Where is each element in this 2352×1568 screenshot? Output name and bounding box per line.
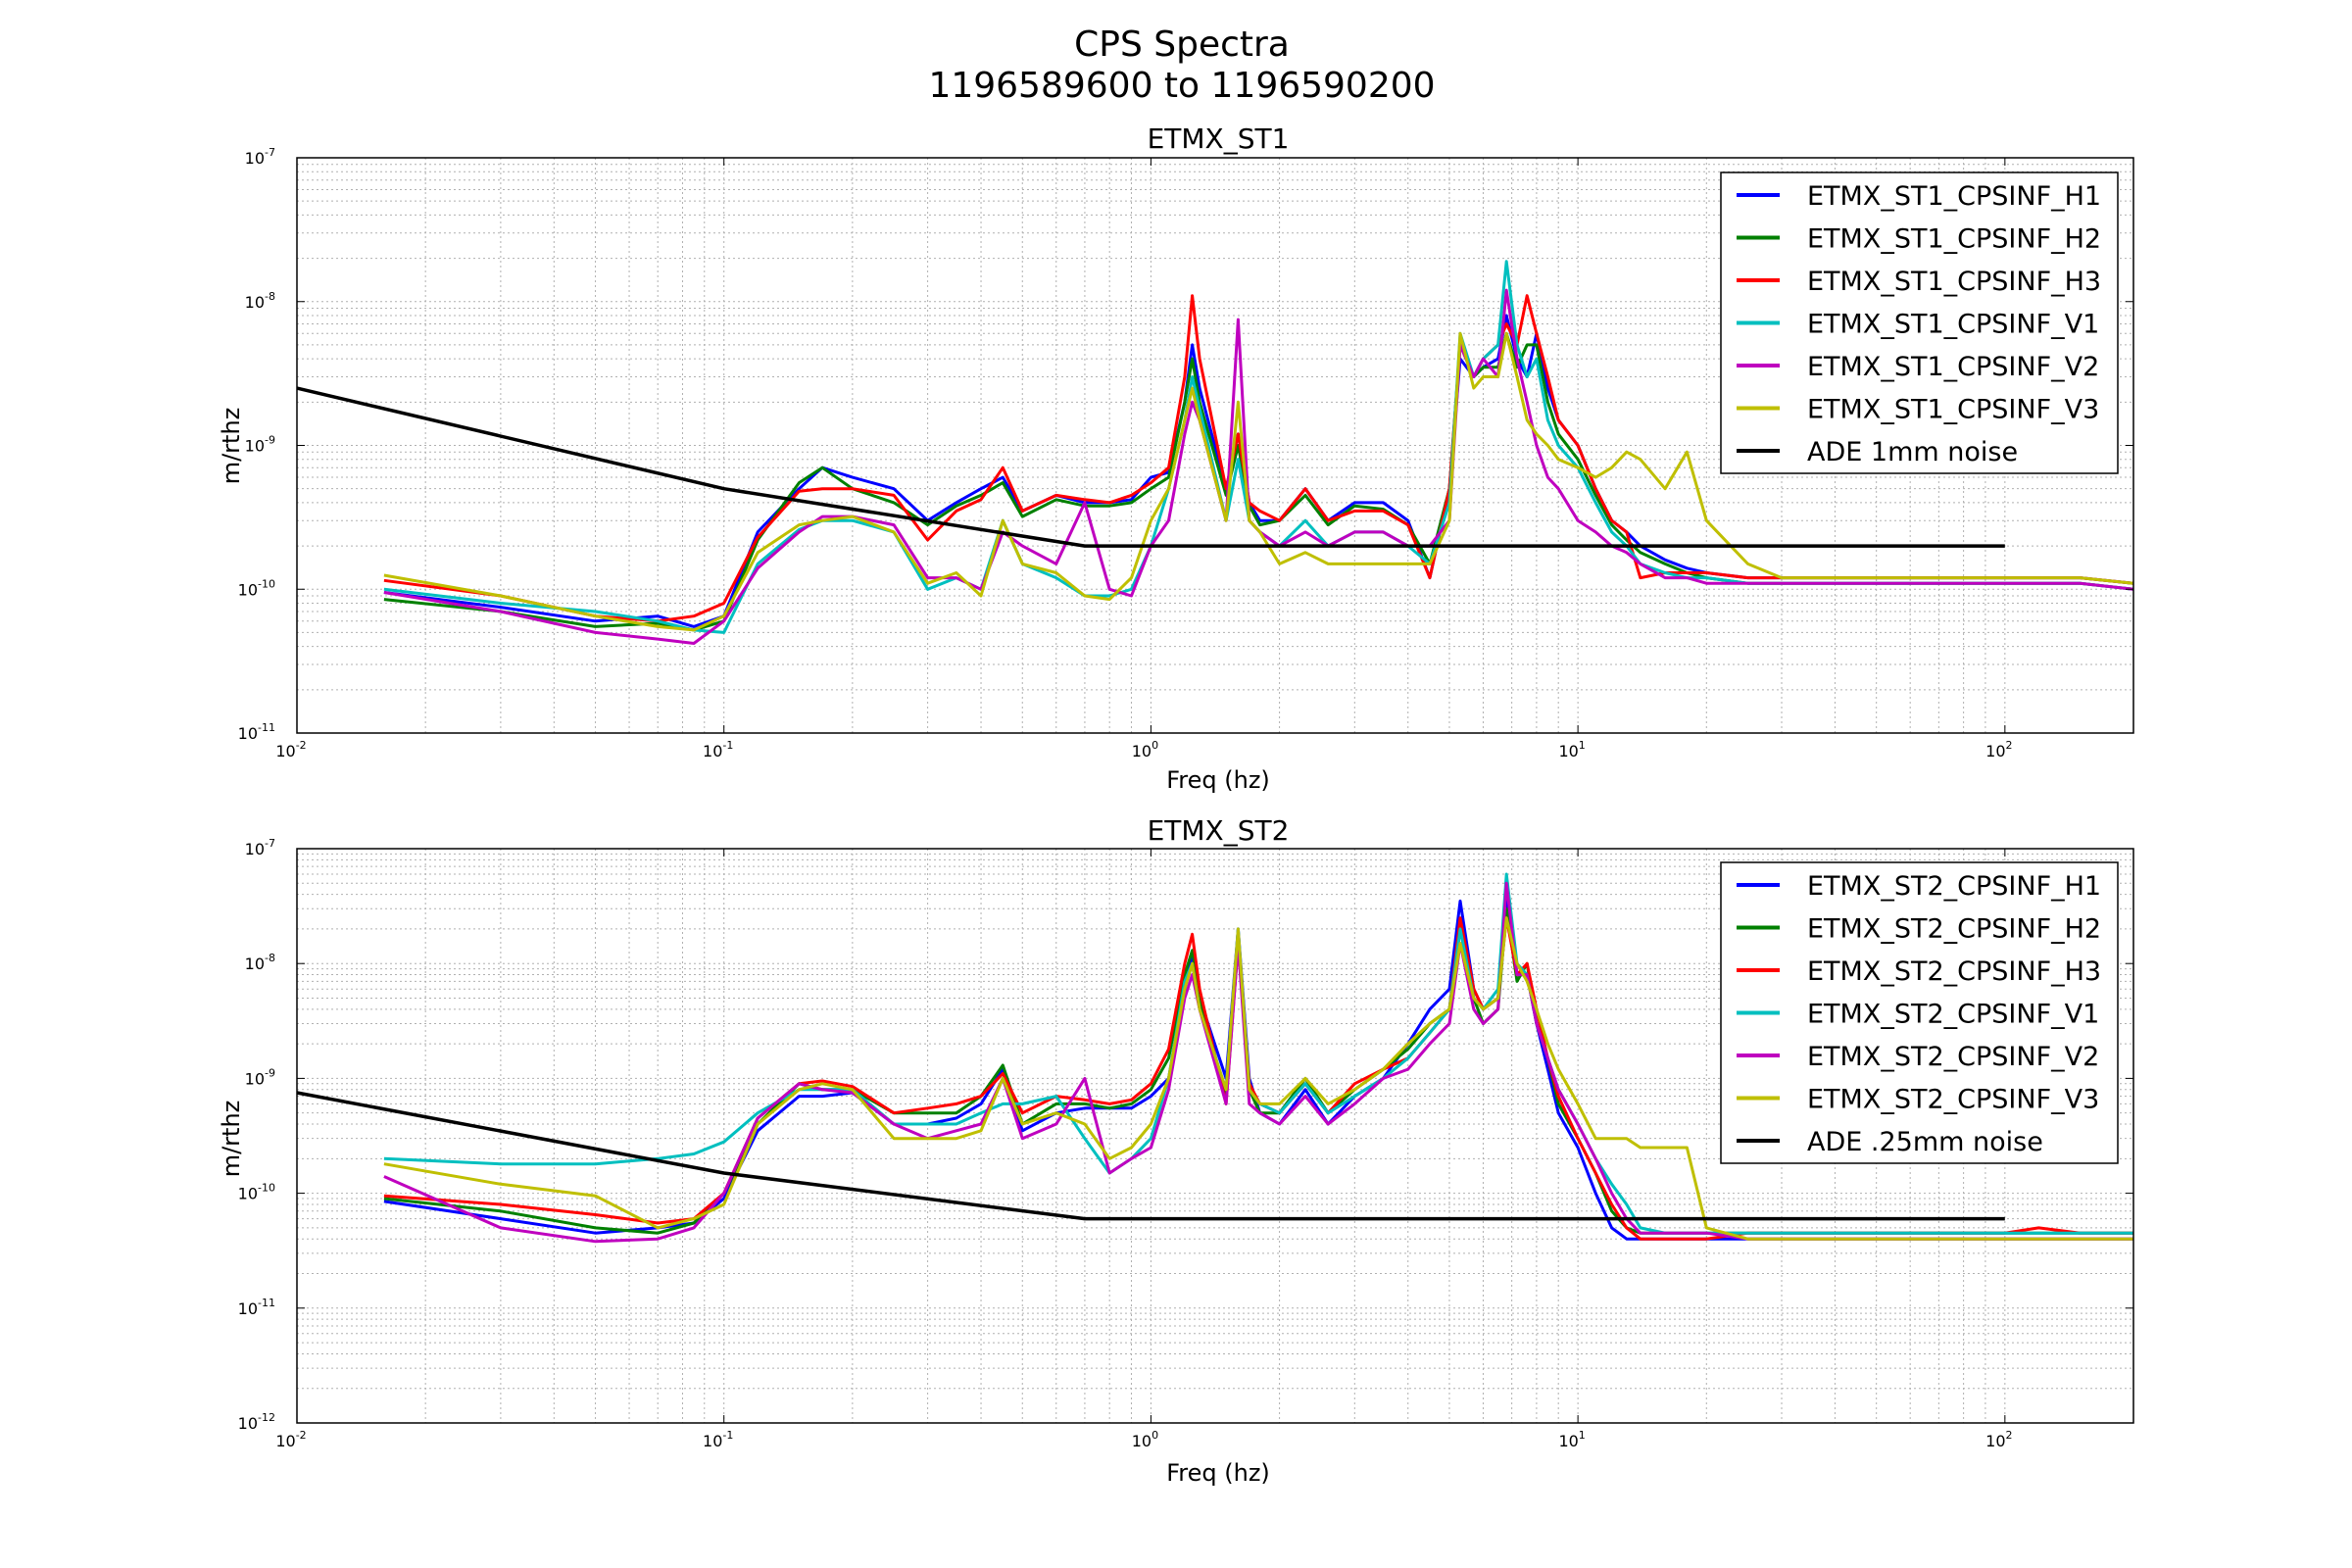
chart-panel-st2: ETMX_ST2 Freq (hz) m/rthz 10-2 10-1 100 101…	[218, 814, 2134, 1487]
legend-label: ETMX_ST2_CPSINF_V3	[1807, 1085, 2099, 1115]
series-line-etmx-st2-cpsinf-h3	[383, 916, 2133, 1241]
legend-label: ETMX_ST2_CPSINF_H2	[1807, 914, 2101, 945]
legend: ETMX_ST2_CPSINF_H1 ETMX_ST2_CPSINF_H2 ETMX…	[1720, 861, 2119, 1164]
legend-label: ETMX_ST1_CPSINF_V1	[1807, 310, 2099, 340]
legend-label: ETMX_ST2_CPSINF_V1	[1807, 1000, 2099, 1030]
x-axis-label: Freq (hz)	[1166, 1459, 1270, 1487]
x-axis-label: Freq (hz)	[1166, 766, 1270, 794]
axes-frame	[296, 848, 2134, 1424]
chart-title: ETMX_ST2	[1148, 814, 1290, 847]
legend-label: ETMX_ST2_CPSINF_H1	[1807, 871, 2101, 902]
chart-title: ETMX_ST1	[1148, 122, 1290, 155]
series-group	[296, 260, 2134, 645]
legend: ETMX_ST1_CPSINF_H1 ETMX_ST1_CPSINF_H2 ETMX…	[1720, 172, 2119, 474]
legend-box	[1720, 861, 2119, 1164]
legend-label: ETMX_ST2_CPSINF_V2	[1807, 1042, 2099, 1072]
figure-title: CPS Spectra	[1074, 24, 1290, 65]
series-line-etmx-st2-cpsinf-v3	[383, 916, 2133, 1241]
series-line-etmx-st1-cpsinf-h1	[383, 314, 2134, 628]
series-line-etmx-st1-cpsinf-v2	[383, 288, 2134, 645]
series-line-etmx-st1-cpsinf-h2	[383, 331, 2134, 632]
legend-label: ETMX_ST1_CPSINF_V3	[1807, 395, 2099, 425]
series-line-ade-25mm-noise	[296, 1091, 2005, 1221]
legend-label: ADE .25mm noise	[1807, 1127, 2043, 1157]
legend-box	[1720, 172, 2119, 474]
series-group	[296, 872, 2133, 1244]
series-line-etmx-st1-cpsinf-h3	[383, 294, 2134, 623]
legend-label: ETMX_ST1_CPSINF_V2	[1807, 352, 2099, 382]
y-axis-label: m/rthz	[218, 1101, 245, 1178]
legend-label: ETMX_ST2_CPSINF_H3	[1807, 956, 2101, 987]
series-line-etmx-st1-cpsinf-v3	[383, 331, 2134, 632]
figure-subtitle: 1196589600 to 1196590200	[928, 66, 1435, 106]
legend-label: ADE 1mm noise	[1807, 437, 2018, 467]
legend-label: ETMX_ST1_CPSINF_H1	[1807, 181, 2101, 212]
legend-label: ETMX_ST1_CPSINF_H2	[1807, 224, 2101, 255]
chart-panel-st1: ETMX_ST1 Freq (hz) m/rthz 10-2 10-1 100 101…	[218, 122, 2134, 794]
series-line-ade-1mm-noise	[296, 386, 2005, 548]
legend-label: ETMX_ST1_CPSINF_H3	[1807, 267, 2101, 297]
y-axis-label: m/rthz	[218, 408, 245, 485]
series-line-etmx-st2-cpsinf-v2	[383, 881, 2133, 1244]
